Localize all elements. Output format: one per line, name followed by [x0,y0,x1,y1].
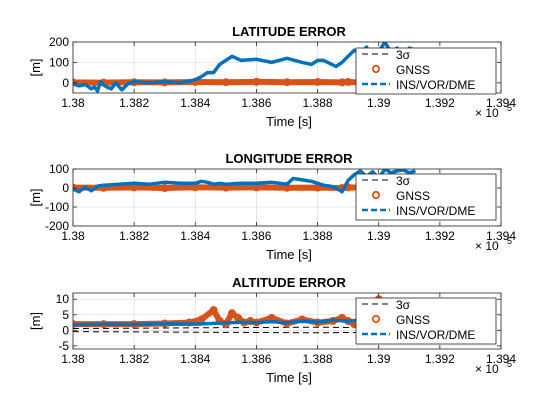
gnss-point [313,77,322,86]
chart-title: LONGITUDE ERROR [225,151,353,166]
x-tick-label: 1.388 [303,352,333,366]
x-tick-label: 1.384 [180,96,210,110]
legend-label-gnss: GNSS [396,313,430,327]
y-tick-label: 0 [62,76,69,90]
x-tick-label: 1.394 [486,96,516,110]
legend-label-3sigma: 3σ [396,174,411,188]
legend-label-ins-vor-dme: INS/VOR/DME [396,78,475,92]
x-axis-label: Time [s] [266,370,312,385]
axes-frame [72,41,502,94]
x-tick-label: 1.39 [367,96,391,110]
axes-frame [72,168,502,227]
legend-gnss-swatch [371,64,381,74]
gnss-point [282,78,291,87]
y-tick-label: 100 [49,162,69,176]
y-axis-label: [m] [28,188,43,206]
x-exponent: 5 [507,359,512,369]
gnss-point [160,184,169,193]
legend-label-ins-vor-dme: INS/VOR/DME [396,328,475,342]
x-exponent: 5 [507,103,512,113]
legend-box [355,173,497,221]
x-tick-label: 1.38 [61,352,85,366]
y-tick-label: -100 [45,200,69,214]
x-axis-label: Time [s] [266,114,312,129]
y-tick-label: 0 [62,181,69,195]
x-exponent-multiplier: × 10 [475,239,499,253]
x-tick-label: 1.38 [61,96,85,110]
x-exponent-multiplier: × 10 [475,106,499,120]
legend-label-gnss: GNSS [396,189,430,203]
gnss-point [344,77,353,86]
x-tick-label: 1.392 [425,96,455,110]
x-tick-label: 1.382 [119,96,149,110]
y-tick-label: 0 [62,323,69,337]
y-tick-label: 200 [49,35,69,49]
legend-label-ins-vor-dme: INS/VOR/DME [396,204,475,218]
legend-gnss-swatch [371,314,381,324]
x-tick-label: 1.386 [241,352,271,366]
gnss-point [221,78,230,87]
x-exponent: 5 [507,236,512,246]
subplot-2: 1.38 1.382 1.384 1.386 1.388 1.39 1.392 1.394 -5… [28,275,516,385]
y-tick-label: -200 [45,219,69,233]
x-tick-label: 1.384 [180,229,210,243]
y-tick-label: -5 [58,339,69,353]
y-axis-label: [m] [28,58,43,76]
gnss-point [252,77,261,86]
x-tick-label: 1.382 [119,229,149,243]
x-tick-label: 1.39 [367,352,391,366]
legend-label-3sigma: 3σ [396,298,411,312]
y-axis-label: [m] [28,312,43,330]
x-exponent-multiplier: × 10 [475,362,499,376]
x-tick-label: 1.388 [303,96,333,110]
x-tick-label: 1.386 [241,96,271,110]
legend-gnss-swatch [371,190,381,200]
subplot-1: 1.38 1.382 1.384 1.386 1.388 1.39 1.392 1.394 -2… [28,151,516,262]
legend-label-gnss: GNSS [396,63,430,77]
y-tick-label: 100 [49,55,69,69]
legend-label-3sigma: 3σ [396,48,411,62]
x-tick-label: 1.386 [241,229,271,243]
x-tick-label: 1.392 [425,229,455,243]
x-tick-label: 1.388 [303,229,333,243]
series-ins-vor-dme-line [73,169,416,194]
subplot-0: 1.38 1.382 1.384 1.386 1.388 1.39 1.392 1.394 0 1… [28,24,516,129]
x-tick-label: 1.392 [425,352,455,366]
x-tick-label: 1.39 [367,229,391,243]
x-tick-label: 1.384 [180,352,210,366]
x-tick-label: 1.382 [119,352,149,366]
y-tick-label: 5 [62,308,69,322]
x-axis-label: Time [s] [266,247,312,262]
chart-title: ALTITUDE ERROR [232,275,346,290]
chart-title: LATITUDE ERROR [232,24,346,39]
gnss-point [227,309,236,318]
x-tick-label: 1.394 [486,352,516,366]
y-tick-label: 10 [56,292,70,306]
x-tick-label: 1.394 [486,229,516,243]
x-tick-label: 1.38 [61,229,85,243]
gnss-point [209,306,218,315]
axes-frame [72,292,502,350]
